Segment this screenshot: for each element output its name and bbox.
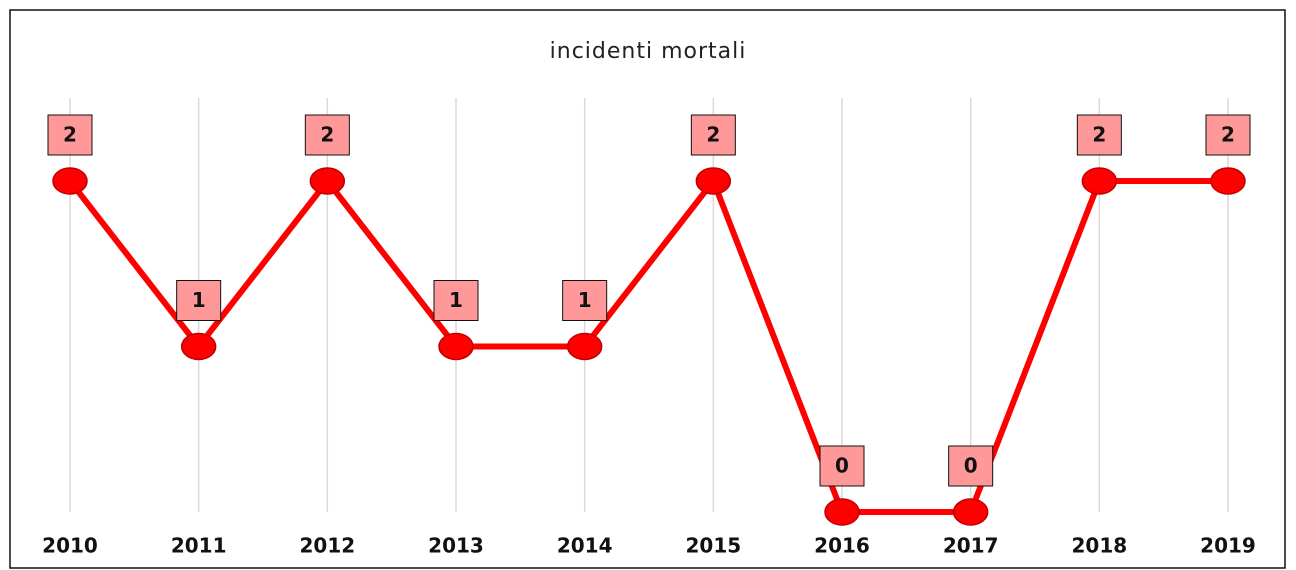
data-label: 2 bbox=[320, 123, 334, 147]
data-label-box bbox=[819, 445, 865, 487]
data-label: 0 bbox=[964, 454, 978, 478]
x-tick-label: 2016 bbox=[814, 534, 870, 558]
data-label-box bbox=[562, 280, 608, 321]
data-point bbox=[566, 332, 603, 361]
data-point bbox=[438, 332, 474, 361]
x-tick-label: 2018 bbox=[1071, 534, 1127, 558]
x-tick-label: 2014 bbox=[557, 534, 613, 558]
data-label: 0 bbox=[835, 454, 849, 478]
x-tick-label: 2012 bbox=[299, 534, 355, 558]
data-point bbox=[695, 167, 732, 195]
data-line bbox=[67, 178, 1228, 515]
data-label: 1 bbox=[192, 288, 206, 312]
data-label-box bbox=[1205, 114, 1251, 156]
data-point bbox=[52, 167, 88, 195]
data-label: 2 bbox=[706, 123, 720, 147]
chart-title: incidenti mortali bbox=[550, 39, 747, 64]
data-point bbox=[824, 498, 860, 526]
x-tick-label: 2015 bbox=[685, 534, 741, 558]
data-label: 2 bbox=[63, 123, 77, 147]
data-point bbox=[1081, 167, 1118, 195]
x-tick-label: 2011 bbox=[171, 534, 227, 558]
data-label: 1 bbox=[578, 288, 592, 312]
data-label: 2 bbox=[1221, 123, 1235, 147]
data-label: 1 bbox=[449, 288, 463, 312]
data-point bbox=[309, 167, 346, 195]
data-point bbox=[180, 332, 217, 361]
data-label-box bbox=[47, 114, 93, 156]
data-label-box bbox=[176, 280, 222, 321]
x-tick-label: 2013 bbox=[428, 534, 484, 558]
data-label-box bbox=[304, 114, 350, 156]
x-tick-label: 2019 bbox=[1200, 534, 1256, 558]
data-label-box bbox=[948, 445, 994, 487]
data-label-box bbox=[433, 280, 479, 321]
data-label-box bbox=[1076, 114, 1122, 156]
data-label: 2 bbox=[1092, 123, 1106, 147]
x-tick-label: 2017 bbox=[943, 534, 999, 558]
data-label-box bbox=[690, 114, 736, 156]
chart-frame bbox=[9, 9, 1286, 569]
x-tick-label: 2010 bbox=[42, 534, 98, 558]
data-point bbox=[952, 498, 989, 526]
data-point bbox=[1210, 167, 1246, 195]
